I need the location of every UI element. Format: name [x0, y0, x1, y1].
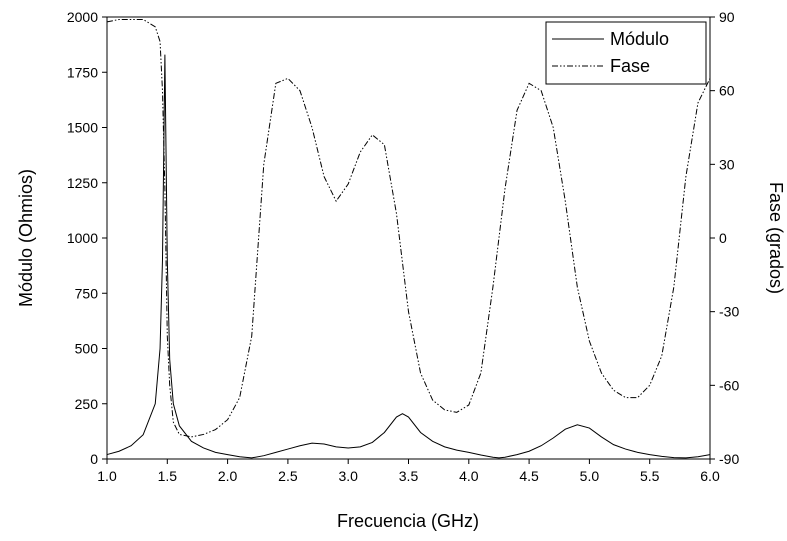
y2-tick-label: 0	[719, 230, 727, 246]
y2-tick-label: 90	[719, 9, 735, 25]
y2-tick-label: 60	[719, 83, 735, 99]
legend-label: Fase	[610, 56, 650, 76]
x-tick-label: 3.5	[399, 468, 419, 484]
y-tick-label: 1750	[67, 64, 98, 80]
y-tick-label: 1250	[67, 175, 98, 191]
data-line	[106, 18, 711, 438]
y2-tick-label: -30	[719, 304, 739, 320]
y-tick-label: 250	[75, 396, 99, 412]
x-tick-label: 4.0	[459, 468, 479, 484]
x-tick-label: 5.0	[580, 468, 600, 484]
x-tick-label: 1.5	[158, 468, 178, 484]
y-tick-label: 500	[75, 341, 99, 357]
legend-box	[545, 21, 707, 85]
y2-tick-label: -90	[719, 451, 739, 467]
y-tick-label: 1500	[67, 120, 98, 136]
legend-label: Módulo	[610, 29, 669, 49]
x-tick-label: 4.5	[519, 468, 539, 484]
y2-axis-label: Fase (grados)	[766, 182, 786, 294]
x-axis-label: Frecuencia (GHz)	[337, 511, 479, 531]
x-tick-label: 6.0	[700, 468, 720, 484]
x-tick-label: 2.0	[218, 468, 238, 484]
x-tick-label: 2.5	[278, 468, 298, 484]
y-tick-label: 0	[90, 451, 98, 467]
y-axis-label: Módulo (Ohmios)	[16, 169, 36, 307]
y-tick-label: 1000	[67, 230, 98, 246]
x-tick-label: 3.0	[338, 468, 358, 484]
y2-tick-label: -60	[719, 377, 739, 393]
x-tick-label: 1.0	[97, 468, 117, 484]
y-tick-label: 2000	[67, 9, 98, 25]
y-tick-label: 750	[75, 285, 99, 301]
x-tick-label: 5.5	[640, 468, 660, 484]
y2-tick-label: 30	[719, 156, 735, 172]
data-line	[106, 54, 711, 459]
